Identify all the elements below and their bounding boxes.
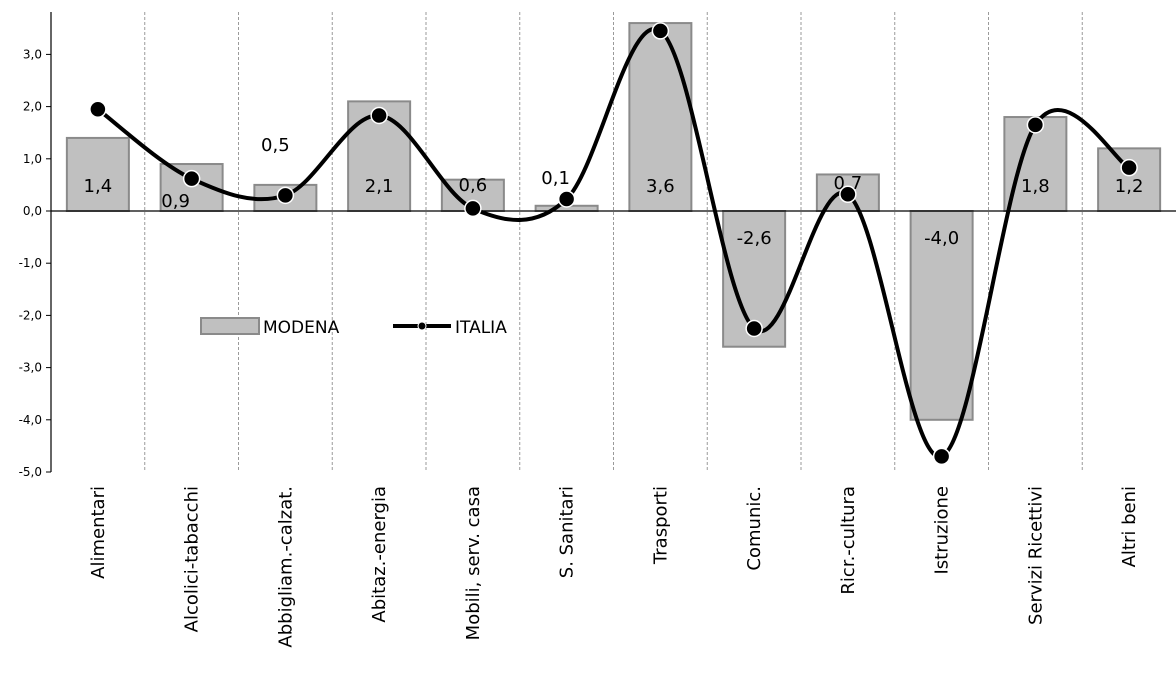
y-tick-label: 3,0 [23, 47, 42, 61]
data-label: 0,5 [261, 135, 290, 156]
data-label: 1,2 [1115, 176, 1144, 197]
italia-point [932, 447, 951, 466]
x-tick-label: Altri beni [1119, 486, 1140, 567]
italia-point [839, 185, 857, 204]
x-tick-label: Mobili, serv. casa [463, 486, 484, 640]
y-axis: 3,0 2,0 1,0 0,0 -1,0 -2,0 -3,0 -4,0 -5,0 [19, 12, 52, 479]
y-tick-label: -4,0 [19, 413, 42, 427]
x-tick-label: Alimentari [88, 486, 109, 579]
x-axis: Alimentari Alcolici-tabacchi Abbigliam.-ca… [88, 486, 1140, 648]
x-tick-label: Alcolici-tabacchi [182, 486, 203, 632]
legend-label-italia: ITALIA [455, 318, 507, 338]
data-label: 1,4 [84, 176, 113, 197]
x-tick-label: Servizi Ricettivi [1025, 486, 1046, 625]
grid-lines [144, 12, 1083, 472]
italia-point [745, 319, 763, 338]
italia-point [557, 190, 576, 208]
x-tick-label: Comunic. [744, 486, 765, 571]
legend-swatch-modena [200, 317, 260, 335]
italia-point [464, 199, 482, 218]
y-tick-label: 1,0 [23, 152, 42, 166]
italia-point [370, 106, 388, 125]
italia-series-line [96, 27, 1131, 459]
y-tick-label: -5,0 [19, 465, 42, 479]
y-tick-label: -3,0 [19, 361, 42, 375]
italia-point [1026, 116, 1045, 134]
x-tick-label: Ricr.-cultura [838, 486, 859, 595]
data-labels: 1,4 0,9 0,5 2,1 0,6 0,1 3,6 -2,6 0,7 -4,0 1,8 1,2 [84, 135, 1144, 249]
data-label: -4,0 [924, 228, 959, 249]
legend: MODENA ITALIA [200, 317, 507, 338]
data-label: 0,7 [834, 173, 863, 194]
italia-point [182, 169, 201, 188]
italia-point [651, 22, 670, 40]
data-label: 2,1 [365, 176, 394, 197]
x-tick-label: Istruzione [932, 486, 953, 575]
x-tick-label: Abbigliam.-calzat. [275, 486, 296, 648]
data-label: -2,6 [737, 228, 772, 249]
x-tick-label: S. Sanitari [557, 486, 578, 578]
italia-point [89, 100, 107, 118]
data-label: 3,6 [646, 176, 675, 197]
legend-label-modena: MODENA [263, 318, 340, 338]
y-tick-label: -1,0 [19, 256, 42, 270]
italia-point [1120, 158, 1138, 177]
bar-modena [628, 22, 693, 212]
data-label: 0,1 [541, 168, 570, 189]
y-tick-label: 2,0 [23, 100, 42, 114]
bar-modena [1097, 147, 1162, 212]
bar-modena [65, 136, 130, 212]
y-tick-label: 0,0 [23, 204, 42, 218]
legend-marker-italia [417, 321, 427, 331]
data-label: 1,8 [1021, 176, 1050, 197]
data-label: 0,9 [161, 191, 190, 212]
italia-point [276, 186, 295, 205]
bar-modena [909, 210, 974, 421]
data-label: 0,6 [459, 175, 488, 196]
italia-points [89, 22, 1138, 466]
x-tick-label: Trasporti [650, 486, 671, 565]
y-tick-label: -2,0 [19, 308, 42, 322]
x-tick-label: Abitaz.-energia [369, 486, 390, 623]
